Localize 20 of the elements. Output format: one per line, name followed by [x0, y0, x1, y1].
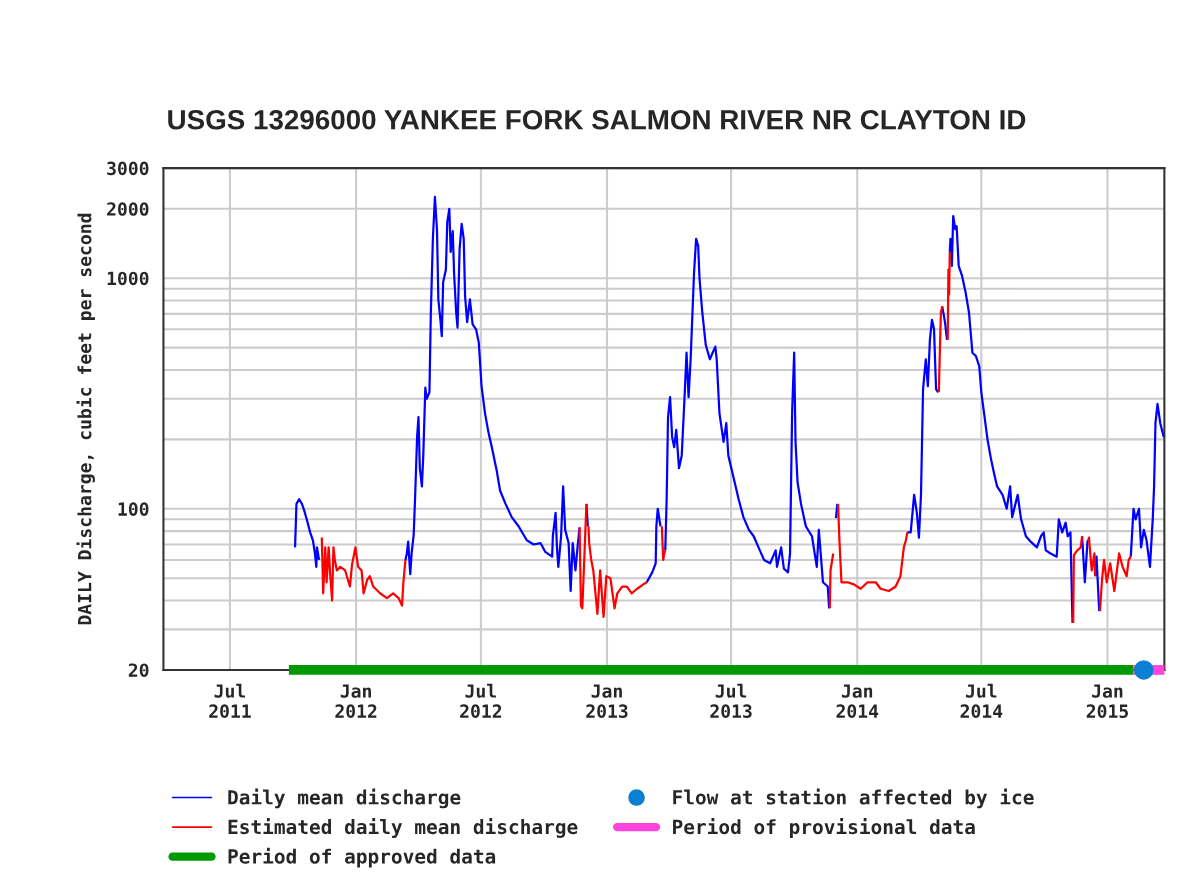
x-tick-label: Jan 2014 [836, 684, 879, 719]
legend-label: Period of approved data [228, 847, 496, 868]
x-tick-label: Jan 2012 [335, 684, 377, 719]
x-tick-label: Jul 2014 [960, 683, 1003, 719]
y-tick-label: 100 [118, 502, 149, 516]
chart-title: USGS 13296000 YANKEE FORK SALMON RIVER NR CLAYTON ID [168, 109, 1026, 130]
legend-label: Flow at station affected by ice [673, 788, 1034, 809]
legend-label: Estimated daily mean discharge [228, 818, 578, 838]
legend-label: Period of provisional data [673, 818, 975, 838]
x-tick-label: Jul 2011 [209, 683, 251, 719]
legend-label: Daily mean discharge [228, 788, 461, 809]
x-tick-label: Jan 2015 [1086, 684, 1128, 719]
y-tick-label: 1000 [107, 271, 149, 286]
x-tick-label: Jul 2013 [710, 683, 752, 719]
y-tick-label: 3000 [107, 161, 149, 176]
y-tick-label: 2000 [107, 202, 149, 216]
x-tick-label: Jul 2012 [460, 683, 502, 719]
y-tick-label: 20 [128, 663, 149, 678]
y-axis-title: DAILY Discharge, cubic feet per second [76, 213, 95, 625]
x-tick-label: Jan 2013 [586, 684, 628, 719]
